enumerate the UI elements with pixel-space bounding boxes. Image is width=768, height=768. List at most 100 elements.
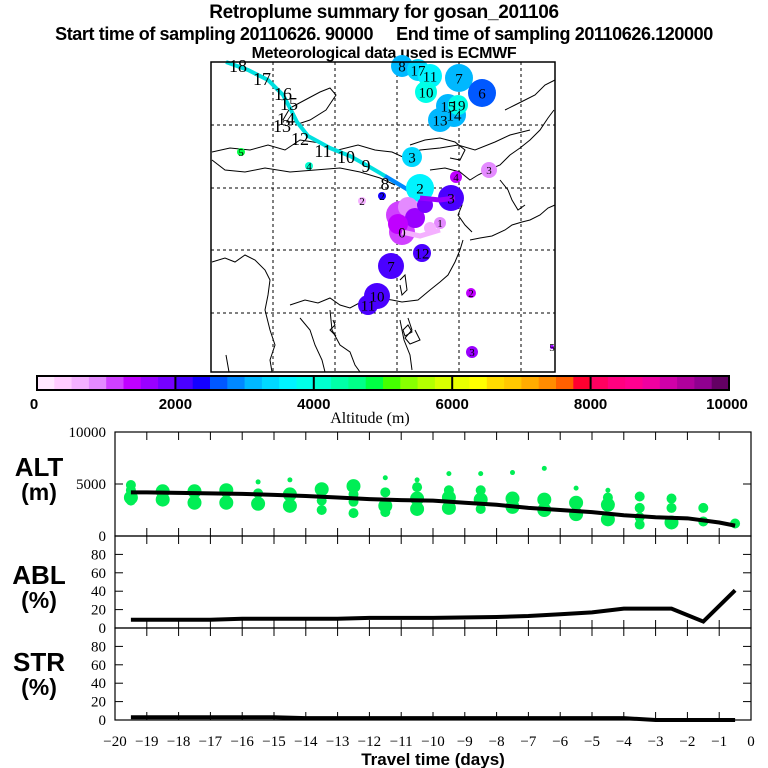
alt-plot-frame <box>114 431 752 537</box>
altitude-scatter-point <box>600 497 615 512</box>
plume-cluster-label: 4 <box>306 161 312 173</box>
plume-cluster <box>466 288 476 298</box>
plume-cluster <box>388 214 408 234</box>
altitude-scatter-point <box>441 500 456 515</box>
colorbar-tick-labels: 0 2000 4000 6000 8000 10000 <box>30 396 748 413</box>
map-coastlines <box>211 79 556 373</box>
str-y-tick-label: 60 <box>91 658 106 674</box>
abl-plot-frame <box>114 535 752 629</box>
trajectory-day-label: 10 <box>337 147 355 167</box>
plume-cluster <box>448 95 468 115</box>
coastline <box>225 354 230 373</box>
plume-cluster <box>434 217 446 229</box>
altitude-scatter-point <box>475 503 486 514</box>
colorbar-segment <box>521 376 540 390</box>
coastline <box>282 87 337 126</box>
plume-cluster-label: 17 <box>411 63 427 79</box>
trajectory-day-label: 13 <box>273 116 291 136</box>
abl-y-tick-label: 20 <box>91 603 106 619</box>
colorbar-segment <box>175 376 194 390</box>
coastline <box>289 239 464 309</box>
str-y-tick-label: 80 <box>91 639 106 655</box>
colorbar-segment <box>296 376 315 390</box>
x-tick-label: −5 <box>584 734 600 750</box>
altitude-scatter-point <box>219 495 234 510</box>
plume-cluster-label: 12 <box>415 246 430 262</box>
str-y-tick-label: 20 <box>91 695 106 711</box>
colorbar-segment <box>434 376 453 390</box>
str-y-tick-label: 0 <box>99 713 107 729</box>
met-data-note: Meteorological data used is ECMWF <box>251 45 517 62</box>
altitude-scatter-point <box>382 475 388 481</box>
plume-cluster-label: 10 <box>419 85 434 101</box>
str-unit: (%) <box>21 674 57 700</box>
colorbar-tick-label: 4000 <box>297 396 330 413</box>
plume-cluster <box>358 295 378 315</box>
altitude-scatter-point <box>634 502 645 513</box>
colorbar-segment <box>158 376 176 390</box>
alt-y-tick-label: 10000 <box>69 425 107 441</box>
colorbar-segment <box>227 376 246 390</box>
x-tick-label: −7 <box>520 734 536 750</box>
trajectory-day-label: 14 <box>277 109 295 129</box>
colorbar <box>36 375 730 391</box>
x-tick-label: 0 <box>747 734 755 750</box>
trajectory-day-label: 12 <box>291 129 309 149</box>
plume-cluster <box>450 171 462 183</box>
colorbar-segment <box>123 376 142 390</box>
abl-y-tick-label: 0 <box>99 621 107 637</box>
plume-cluster <box>415 81 437 103</box>
plume-cluster <box>378 192 386 200</box>
colorbar-segment <box>625 376 643 390</box>
plume-cluster <box>468 79 496 107</box>
coastline <box>409 137 466 161</box>
colorbar-segment <box>469 376 488 390</box>
x-tick-label: −15 <box>262 734 285 750</box>
plume-cluster-label: 2 <box>468 288 474 300</box>
abl-y-tick-label: 80 <box>91 547 106 563</box>
altitude-scatter-point <box>605 487 611 493</box>
altitude-scatter-point <box>380 487 391 498</box>
x-tick-label: −14 <box>294 734 318 750</box>
abl-panel-label: ABL (%) <box>8 562 70 613</box>
altitude-scatter-point <box>666 502 677 513</box>
colorbar-segment <box>348 376 367 390</box>
altitude-scatter-point <box>569 495 584 510</box>
alt-panel-label: ALT (m) <box>8 454 70 505</box>
trajectory-day-label: 18 <box>229 56 247 76</box>
plume-cluster-label: 6 <box>478 86 486 102</box>
colorbar-segment <box>677 376 695 390</box>
plume-cluster-label: 7 <box>387 259 395 275</box>
alt-unit: (m) <box>21 479 57 505</box>
altitude-scatter-point <box>287 477 293 483</box>
colorbar-segment <box>71 376 90 390</box>
colorbar-segment <box>573 376 592 390</box>
sampling-times: Start time of sampling 20110626. 90000 E… <box>55 24 713 44</box>
plume-cluster <box>481 162 497 178</box>
plume-cluster-label: 14 <box>447 108 463 124</box>
chart-title: Retroplume summary for gosan_201106 <box>209 2 559 23</box>
plume-cluster <box>305 162 313 170</box>
coastline <box>211 254 276 373</box>
altitude-scatter-point <box>698 502 709 513</box>
colorbar-segment <box>37 376 55 390</box>
abl-unit: (%) <box>21 587 57 613</box>
colorbar-segment <box>261 376 280 390</box>
x-tick-label: −11 <box>390 734 413 750</box>
plume-cluster-label: 13 <box>433 113 448 129</box>
plume-cluster-label: 0 <box>398 225 406 241</box>
x-tick-label: −2 <box>679 734 695 750</box>
coastline <box>211 129 531 159</box>
plume-cluster-label: 5 <box>549 342 555 354</box>
colorbar-frame <box>36 375 730 391</box>
plume-cluster <box>358 197 366 205</box>
altitude-scatter-point <box>314 482 329 497</box>
altitude-scatter-point <box>348 508 359 519</box>
plume-cluster-label: 2 <box>416 181 424 197</box>
colorbar-segment <box>192 376 211 390</box>
plume-cluster-label: 3 <box>447 191 455 207</box>
altitude-scatter-point <box>255 479 261 485</box>
